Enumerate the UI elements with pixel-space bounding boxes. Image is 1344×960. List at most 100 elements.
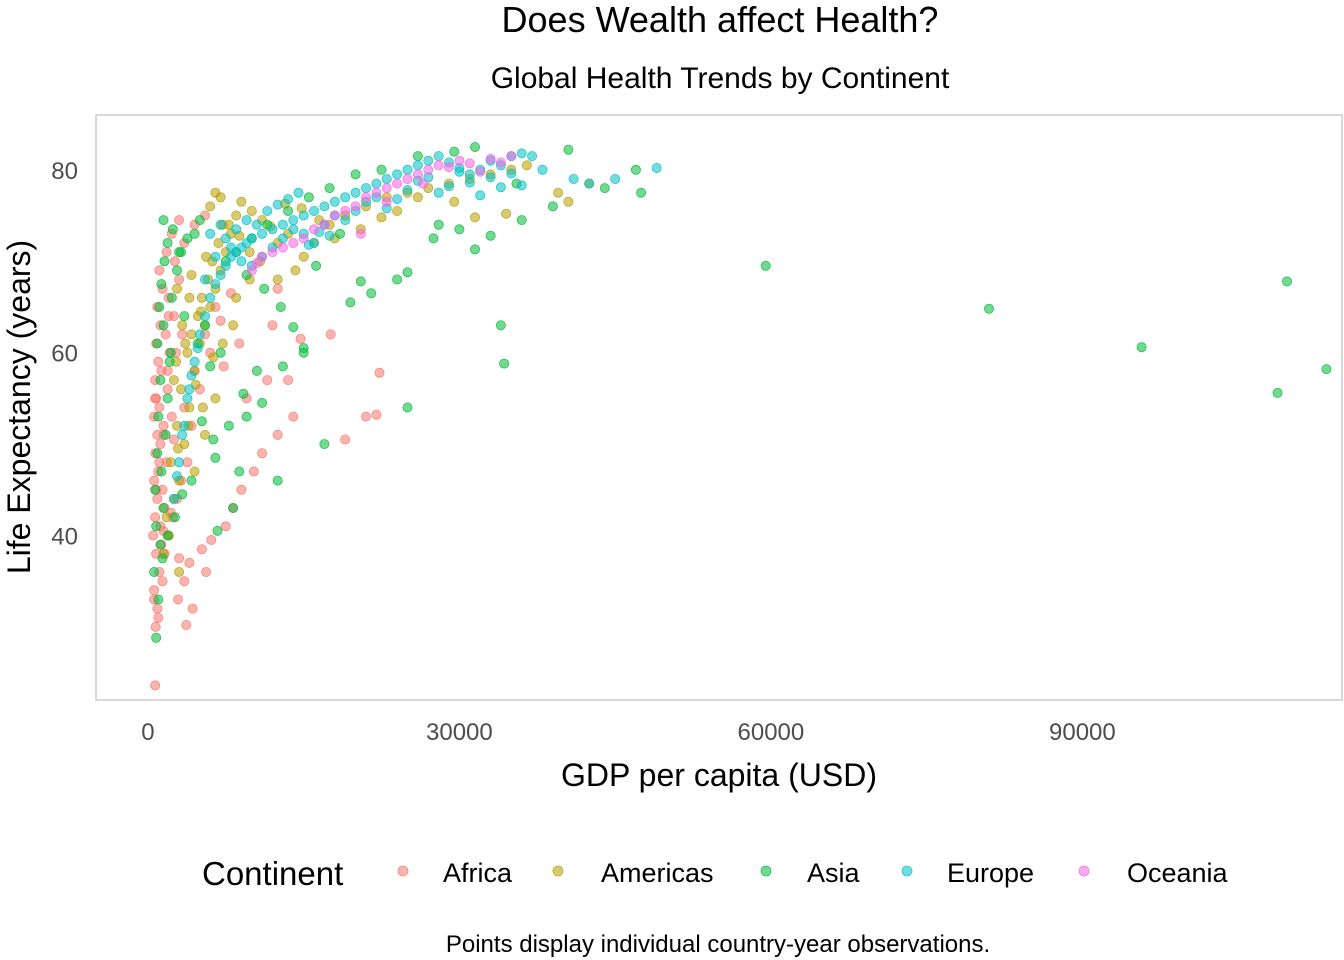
data-point [376,164,387,175]
data-point [205,361,216,372]
data-point [325,329,336,340]
data-point [475,166,486,177]
data-point [160,329,171,340]
legend-key [552,865,564,877]
data-point [194,215,205,226]
data-point [184,402,195,413]
data-point [360,411,371,422]
data-point [283,194,294,205]
data-point [464,158,475,169]
data-point [308,224,319,235]
data-point [158,502,169,513]
x-tick-label: 0 [141,719,154,746]
data-point [568,173,579,184]
data-point [241,215,252,226]
data-point [402,402,413,413]
data-point [392,194,403,205]
x-tick-label: 90000 [1049,719,1116,746]
data-point [186,329,197,340]
data-point [257,251,268,262]
legend-key [760,865,772,877]
data-point [234,338,245,349]
series-africa [148,210,385,691]
data-point [244,247,255,258]
chart-caption: Points display individual country-year o… [446,931,990,958]
data-point [324,230,335,241]
data-point [196,544,207,555]
data-point [182,393,193,404]
data-point [213,237,224,248]
data-point [350,169,361,180]
legend: Continent Africa Americas Asia Europe Oceani… [202,855,1229,892]
data-point [485,172,496,183]
data-point [157,576,168,587]
data-point [454,224,465,235]
data-point [174,247,185,258]
data-point [168,493,179,504]
data-point [182,233,193,244]
data-point [984,303,995,314]
data-point [412,192,423,203]
data-point [355,276,366,287]
data-point [381,173,392,184]
data-point [350,187,361,198]
data-point [177,489,188,500]
data-point [199,274,210,285]
data-point [257,397,268,408]
legend-label: Oceania [1127,858,1229,888]
data-point [272,274,283,285]
legend-item-americas: Americas [552,858,714,888]
data-point [150,680,161,691]
data-point [454,155,465,166]
data-point [449,146,460,157]
legend-key [397,865,409,877]
data-point [154,265,165,276]
data-point [499,358,510,369]
data-point [412,169,423,180]
data-point [319,201,330,212]
data-point [262,375,273,386]
data-point [277,233,288,244]
data-point [174,457,185,468]
data-point [177,320,188,331]
data-point [236,484,247,495]
data-point [308,205,319,216]
data-point [154,402,165,413]
data-point [212,525,223,536]
data-point [169,512,180,523]
data-point [155,375,166,386]
data-point [319,439,330,450]
data-point [155,539,166,550]
data-point [516,180,527,191]
data-point [563,196,574,207]
data-point [158,420,169,431]
data-point [303,192,314,203]
data-point [241,411,252,422]
data-point [311,260,322,271]
data-point [231,224,242,235]
data-point [324,183,335,194]
data-point [186,269,197,280]
data-point [433,219,444,230]
data-point [298,347,309,358]
data-point [167,224,178,235]
data-point [165,457,176,468]
data-point [208,434,219,445]
data-point [162,530,173,541]
y-tick-label: 80 [51,158,78,185]
data-point [392,169,403,180]
data-point [205,201,216,212]
data-point [160,429,171,440]
data-point [238,388,249,399]
data-point [760,260,771,271]
data-point [381,183,392,194]
data-point [199,320,210,331]
data-point [553,187,564,198]
data-point [194,329,205,340]
data-point [485,153,496,164]
data-point [521,160,532,171]
data-point [189,466,200,477]
data-point [464,177,475,188]
data-point [246,205,257,216]
data-point [166,411,177,422]
